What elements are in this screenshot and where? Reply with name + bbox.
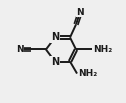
Text: NH₂: NH₂ bbox=[93, 45, 112, 54]
Text: NH₂: NH₂ bbox=[78, 69, 97, 78]
Text: N: N bbox=[51, 57, 59, 67]
Text: N: N bbox=[16, 45, 24, 54]
Text: N: N bbox=[51, 32, 59, 42]
Text: N: N bbox=[76, 8, 84, 17]
